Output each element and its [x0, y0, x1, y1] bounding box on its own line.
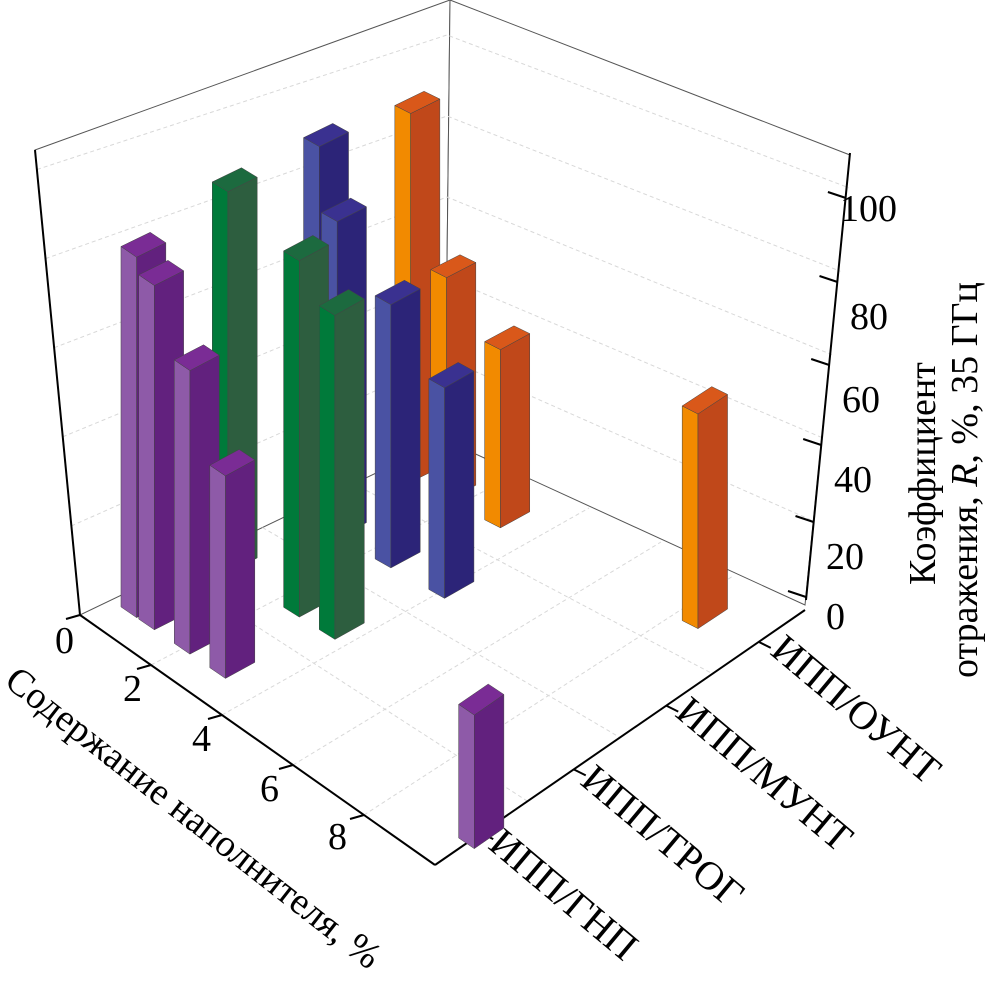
bar-front-face [458, 703, 475, 850]
z-tick-label: 0 [826, 596, 845, 638]
category-tick [665, 704, 679, 713]
floor-grid-line [353, 483, 713, 675]
wall-grid-line [54, 196, 832, 356]
floor-grid-line [292, 541, 662, 766]
z-tick [787, 590, 807, 598]
bar-front-face [120, 246, 137, 619]
z-tick [802, 438, 822, 446]
bar-side-face [500, 333, 531, 529]
z-axis-title-line2: отражения, R, %, 35 ГГц [944, 282, 986, 678]
z-title-symbol: R [944, 463, 986, 487]
floor-grid-line [262, 527, 621, 738]
bar-side-face [334, 298, 365, 640]
z-tick-label: 100 [840, 188, 897, 230]
bar [428, 362, 475, 599]
bar [458, 683, 505, 850]
x-tick [65, 614, 81, 620]
bar-front-face [319, 305, 336, 640]
bar-top-face [394, 90, 441, 114]
z-tick-label: 40 [834, 459, 872, 501]
bar-top-face [428, 362, 475, 389]
bar-top-face [283, 235, 330, 261]
bar-top-face [209, 449, 256, 477]
bar-top-face [374, 279, 421, 305]
z-tick [810, 358, 830, 366]
wall-grid-line [36, 34, 850, 189]
wall-grid-line [45, 115, 841, 272]
z-axis-line [805, 152, 851, 601]
bar-top-face [430, 254, 477, 278]
bar-front-face [681, 405, 699, 630]
bar-front-face [174, 359, 191, 655]
bar-top-face [320, 197, 367, 222]
bar-top-face [173, 344, 220, 371]
bar-front-face [283, 250, 300, 618]
category-tick [573, 768, 587, 777]
bar-top-face [681, 386, 729, 415]
bar-top-face [138, 260, 185, 286]
bar [681, 386, 729, 630]
bar-side-face [225, 459, 256, 679]
bar [209, 449, 256, 679]
x-tick-label: 2 [123, 668, 142, 710]
x-tick [349, 814, 365, 820]
z-tick [795, 515, 814, 523]
x-tick-label: 0 [55, 620, 74, 662]
bar-side-face [474, 694, 505, 850]
bar-top-face [211, 167, 258, 193]
bar-side-face [697, 393, 728, 630]
bar [484, 325, 531, 529]
category-tick [758, 640, 772, 649]
z-tick-label: 60 [842, 379, 880, 421]
bar-front-face [209, 464, 226, 679]
z-title-text: , %, 35 ГГц [944, 282, 986, 464]
bar-top-face [303, 123, 350, 147]
bar [318, 289, 365, 640]
bar-front-face [428, 378, 445, 599]
bar-front-face [484, 341, 501, 529]
bar-side-face [390, 288, 421, 569]
z-axis-title-line1: Коэффициент [902, 362, 944, 585]
z-tick [819, 275, 838, 283]
x-tick-label: 8 [328, 816, 347, 858]
x-axis-line [79, 614, 436, 866]
bar-top-face [458, 683, 505, 716]
x-tick [136, 664, 152, 670]
z-tick-label: 80 [850, 296, 888, 338]
x-tick-label: 4 [192, 718, 211, 760]
floor-grid-line [221, 507, 590, 716]
left-vertical-axis [34, 149, 81, 616]
x-tick [207, 714, 223, 720]
bars [120, 90, 729, 850]
bar-side-face [444, 370, 475, 599]
bar [173, 344, 220, 655]
x-tick [278, 764, 294, 770]
bar-front-face [374, 295, 392, 569]
bar [374, 279, 421, 569]
bar-top-face [484, 325, 531, 350]
bar-top-face [120, 232, 167, 258]
x-tick-label: 6 [260, 768, 279, 810]
z-tick-label: 20 [826, 536, 864, 578]
z-tick [827, 191, 847, 199]
bar-top-face [318, 289, 365, 316]
bar-front-face [138, 274, 155, 631]
z-title-text: отражения, [944, 486, 986, 678]
